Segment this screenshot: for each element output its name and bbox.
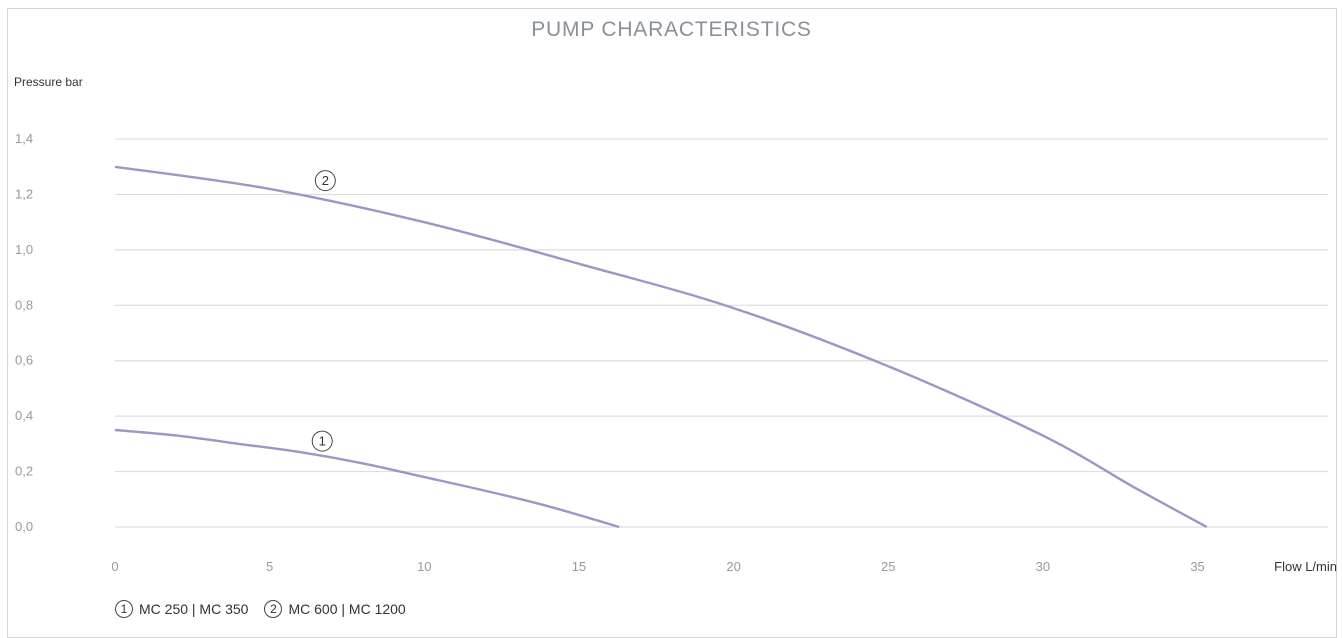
curve-tag-label-2: 2 <box>322 173 329 188</box>
y-tick-label: 0,4 <box>15 408 33 423</box>
legend-label-2: MC 600 | MC 1200 <box>288 601 406 617</box>
y-tick-label: 0,6 <box>15 353 33 368</box>
legend-marker-1: 1 <box>115 600 133 618</box>
x-tick-label: 20 <box>726 559 740 574</box>
x-axis-label: Flow L/min <box>1274 559 1337 574</box>
x-tick-label: 15 <box>572 559 586 574</box>
series-line-2 <box>114 165 1208 529</box>
y-tick-label: 0,2 <box>15 464 33 479</box>
y-tick-label: 1,0 <box>15 242 33 257</box>
y-tick-label: 0,0 <box>15 519 33 534</box>
x-tick-label: 25 <box>881 559 895 574</box>
chart-frame <box>7 8 1337 638</box>
y-tick-label: 0,8 <box>15 297 33 312</box>
y-axis-label: Pressure bar <box>14 75 83 89</box>
y-tick-label: 1,2 <box>15 186 33 201</box>
curve-tag-circle-1 <box>311 430 333 452</box>
x-tick-label: 30 <box>1036 559 1050 574</box>
curve-tag-circle-2 <box>314 170 336 192</box>
legend: 1 MC 250 | MC 350 2 MC 600 | MC 1200 <box>115 600 422 618</box>
legend-marker-2: 2 <box>264 600 283 618</box>
series-line-1 <box>114 428 620 529</box>
legend-label-1: MC 250 | MC 350 <box>139 601 249 617</box>
x-tick-label: 10 <box>417 559 431 574</box>
x-tick-label: 0 <box>111 559 118 574</box>
legend-item-series-2: 2 MC 600 | MC 1200 <box>264 600 406 618</box>
chart-title: PUMP CHARACTERISTICS <box>531 18 812 41</box>
curve-tag-label-1: 1 <box>319 434 326 449</box>
x-tick-label: 35 <box>1190 559 1204 574</box>
legend-item-series-1: 1 MC 250 | MC 350 <box>115 600 248 618</box>
x-tick-label: 5 <box>266 559 273 574</box>
y-tick-label: 1,4 <box>15 131 33 146</box>
